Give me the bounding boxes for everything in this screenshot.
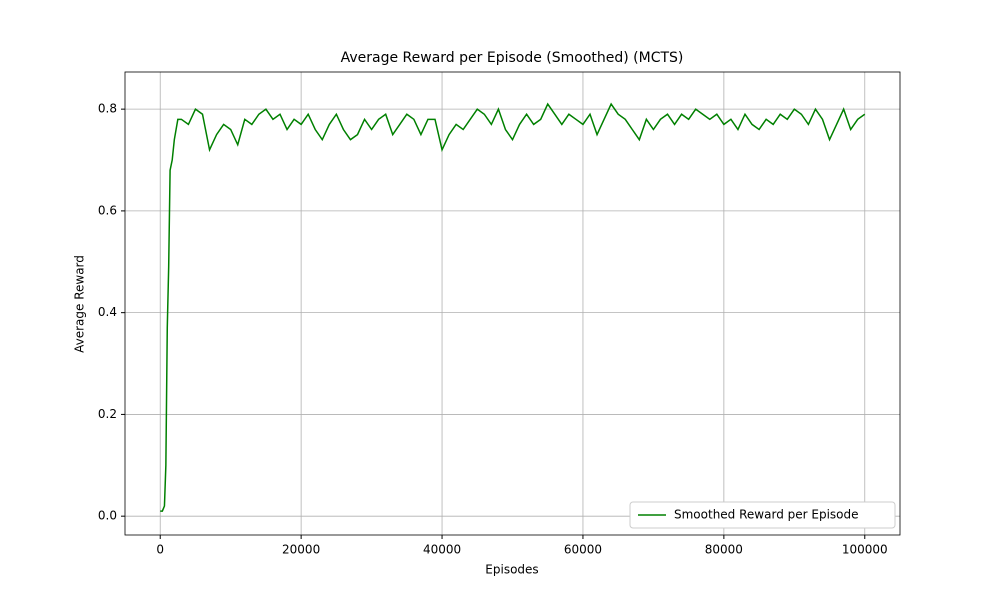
x-tick-label: 20000 bbox=[282, 543, 320, 557]
x-tick-label: 100000 bbox=[842, 543, 888, 557]
x-axis-label: Episodes bbox=[485, 563, 538, 577]
x-tick-label: 60000 bbox=[564, 543, 602, 557]
plot-frame bbox=[124, 71, 901, 536]
x-tick-label: 80000 bbox=[705, 543, 743, 557]
x-tick-label: 40000 bbox=[423, 543, 461, 557]
legend-label: Smoothed Reward per Episode bbox=[674, 508, 859, 522]
data-line bbox=[160, 102, 866, 512]
legend-box bbox=[629, 501, 896, 529]
y-tick-label: 0.4 bbox=[98, 305, 117, 319]
x-tick-label: 0 bbox=[156, 543, 164, 557]
y-tick-label: 0.8 bbox=[98, 102, 117, 116]
y-tick-label: 0.2 bbox=[98, 407, 117, 421]
y-tick-label: 0.0 bbox=[98, 509, 117, 523]
chart-title: Average Reward per Episode (Smoothed) (M… bbox=[341, 50, 684, 66]
y-tick-label: 0.6 bbox=[98, 203, 117, 217]
y-axis-label: Average Reward bbox=[73, 255, 87, 353]
